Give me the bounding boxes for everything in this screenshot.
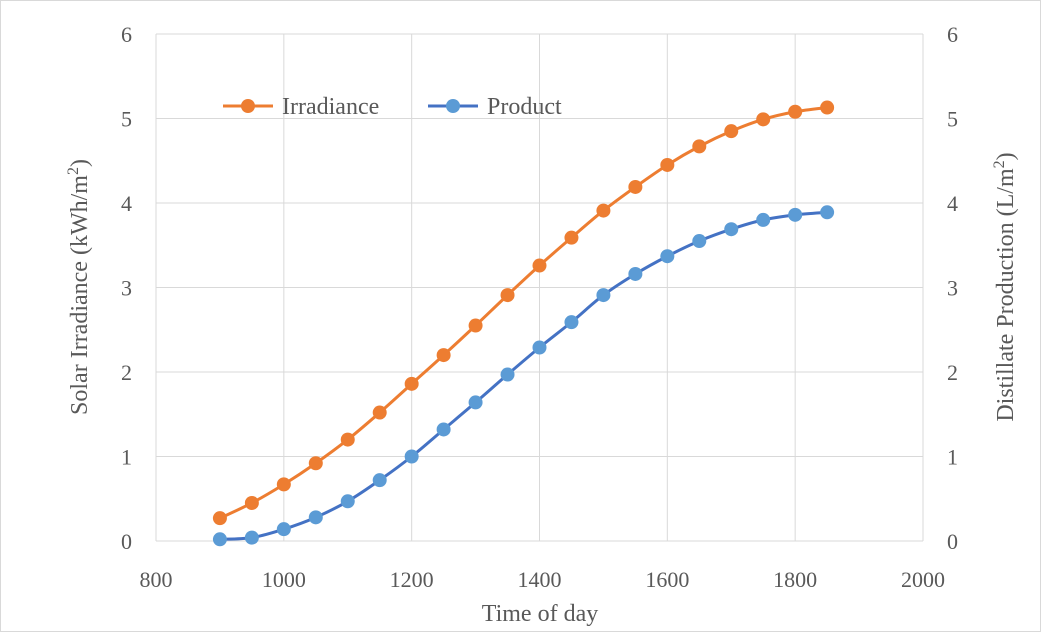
product-data-point: [276, 522, 291, 537]
legend-product-label: Product: [487, 94, 562, 120]
irradiance-data-point: [500, 288, 515, 303]
irradiance-data-point: [340, 432, 355, 447]
left-y-tick-label: 3: [121, 276, 132, 301]
product-data-point: [756, 212, 771, 227]
right-y-tick-label: 6: [947, 22, 958, 47]
irradiance-data-point: [756, 112, 771, 127]
product-data-point: [660, 249, 675, 264]
product-data-point: [308, 510, 323, 525]
irradiance-data-point: [436, 348, 451, 363]
x-tick-label: 2000: [901, 567, 945, 592]
product-data-point: [468, 395, 483, 410]
irradiance-data-point: [660, 157, 675, 172]
product-data-point: [628, 266, 643, 281]
product-data-point: [820, 205, 835, 220]
right-y-tick-label: 1: [947, 445, 958, 470]
right-y-axis-ticks: 0 1 2 3 4 5 6: [947, 22, 958, 554]
irradiance-data-point: [564, 230, 579, 245]
x-tick-label: 800: [140, 567, 173, 592]
left-y-axis-title: Solar Irradiance (kWh/m2): [65, 159, 93, 415]
irradiance-data-point: [532, 258, 547, 273]
left-y-tick-label: 6: [121, 22, 132, 47]
product-data-point: [596, 288, 611, 303]
x-tick-label: 1600: [645, 567, 689, 592]
right-y-tick-label: 2: [947, 360, 958, 385]
left-y-tick-label: 5: [121, 107, 132, 132]
product-data-point: [212, 532, 227, 547]
x-axis-title: Time of day: [482, 601, 598, 627]
product-data-point: [244, 530, 259, 545]
product-data-point: [436, 422, 451, 437]
product-data-point: [724, 222, 739, 237]
irradiance-data-point: [244, 495, 259, 510]
right-y-tick-label: 5: [947, 107, 958, 132]
irradiance-data-point: [308, 456, 323, 471]
x-tick-label: 1800: [773, 567, 817, 592]
irradiance-data-point: [628, 179, 643, 194]
irradiance-data-point: [404, 376, 419, 391]
right-y-tick-label: 4: [947, 191, 958, 216]
right-y-tick-label: 0: [947, 529, 958, 554]
left-y-tick-label: 4: [121, 191, 132, 216]
irradiance-data-point: [212, 511, 227, 526]
product-data-point: [340, 494, 355, 509]
left-y-tick-label: 2: [121, 360, 132, 385]
product-data-point: [788, 207, 803, 222]
legend-irradiance-label: Irradiance: [282, 94, 379, 120]
x-axis-ticks: 800 1000 1200 1400 1600 1800 2000: [140, 567, 946, 592]
irradiance-data-point: [692, 139, 707, 154]
irradiance-data-point: [596, 203, 611, 218]
product-series-line: [219, 210, 828, 541]
irradiance-data-point: [820, 100, 835, 115]
product-data-point: [564, 315, 579, 330]
legend: Irradiance Product: [223, 94, 562, 120]
product-data-point: [532, 340, 547, 355]
x-tick-label: 1200: [390, 567, 434, 592]
left-y-tick-label: 0: [121, 529, 132, 554]
left-y-tick-label: 1: [121, 445, 132, 470]
legend-product-marker: [446, 99, 460, 113]
product-data-point: [372, 473, 387, 488]
legend-irradiance-marker: [241, 99, 255, 113]
right-y-tick-label: 3: [947, 276, 958, 301]
series-lines: [219, 106, 828, 541]
irradiance-data-point: [372, 405, 387, 420]
left-y-axis-ticks: 0 1 2 3 4 5 6: [121, 22, 132, 554]
product-data-point: [404, 449, 419, 464]
irradiance-data-point: [724, 124, 739, 139]
series-markers: [212, 100, 835, 547]
x-tick-label: 1400: [518, 567, 562, 592]
product-data-point: [500, 367, 515, 382]
right-y-axis-title: Distillate Production (L/m2): [991, 152, 1019, 421]
irradiance-data-point: [788, 104, 803, 119]
irradiance-data-point: [468, 318, 483, 333]
x-tick-label: 1000: [262, 567, 306, 592]
irradiance-data-point: [276, 477, 291, 492]
product-data-point: [692, 234, 707, 249]
